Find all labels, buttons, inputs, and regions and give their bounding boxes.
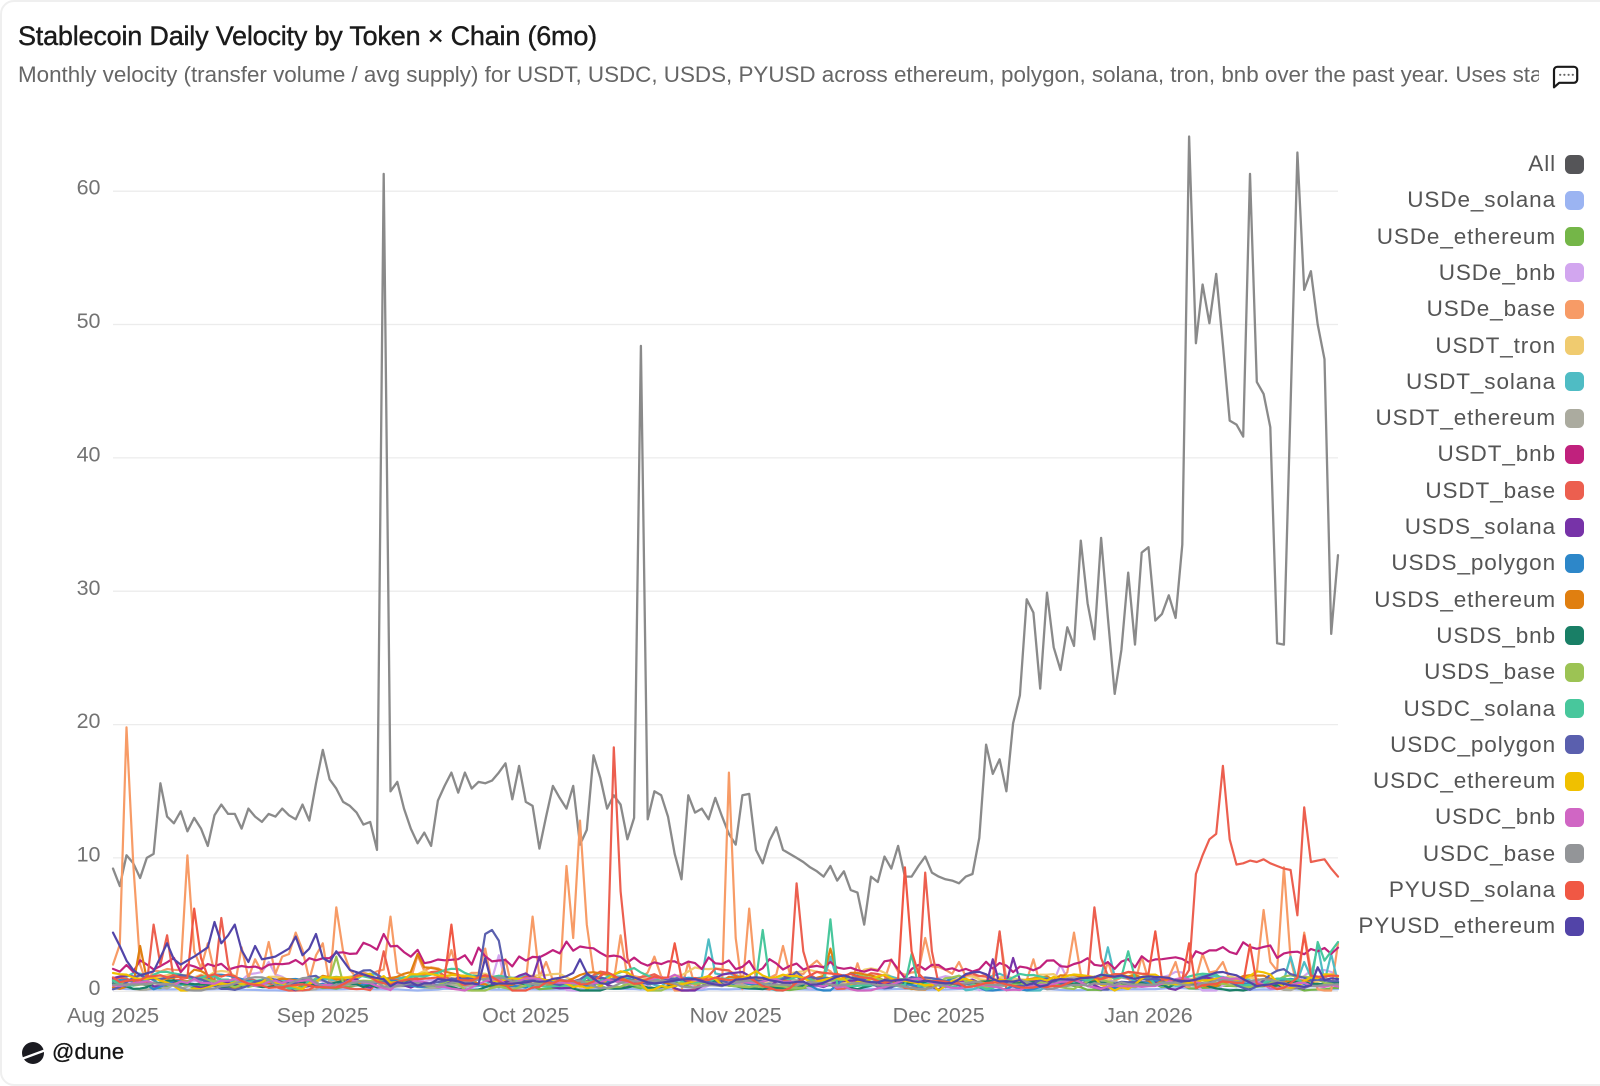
svg-text:10: 10 [77,842,101,866]
svg-text:Sep 2025: Sep 2025 [277,1004,369,1028]
svg-text:60: 60 [77,176,101,200]
svg-text:Oct 2025: Oct 2025 [482,1004,569,1028]
svg-text:Jan 2026: Jan 2026 [1104,1004,1193,1028]
svg-text:30: 30 [77,576,101,600]
svg-text:Nov 2025: Nov 2025 [690,1004,782,1028]
svg-text:0: 0 [89,976,101,1000]
svg-text:Dec 2025: Dec 2025 [893,1004,985,1028]
svg-text:Aug 2025: Aug 2025 [67,1004,159,1028]
svg-text:40: 40 [77,442,101,466]
svg-text:20: 20 [77,709,101,733]
svg-text:50: 50 [77,309,101,333]
